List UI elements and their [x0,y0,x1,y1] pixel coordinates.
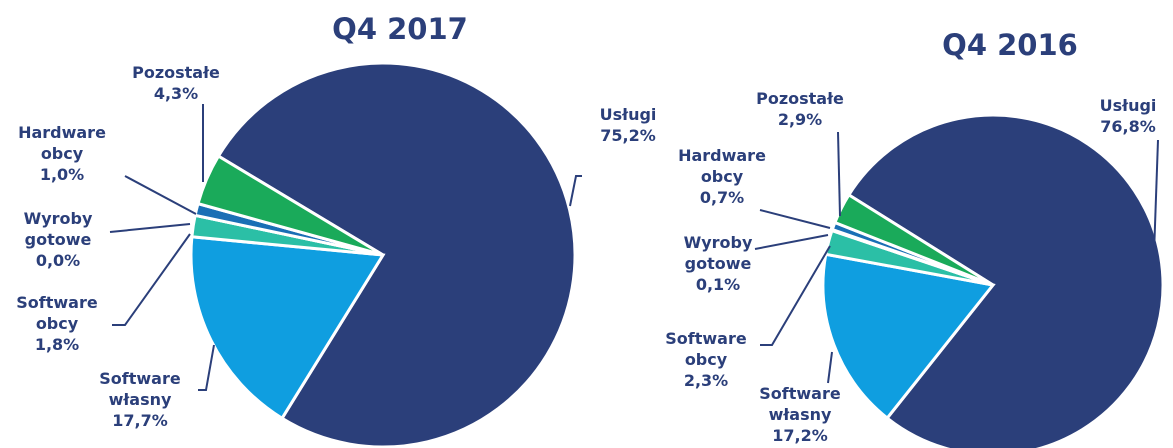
slice-label: Pozostałe 4,3% [124,62,228,104]
slice-name: Hardware obcy [18,123,106,163]
slice-label: Wyroby gotowe 0,1% [666,232,770,295]
slice-value: 0,1% [695,275,741,294]
pie-slice [821,252,996,421]
leader-line [109,223,191,233]
pie-slice [196,154,384,257]
slice-name: Software własny [99,369,181,409]
slice-name: Software obcy [16,293,98,333]
slice-label: Usługi 75,2% [576,104,680,146]
slice-label: Usługi 76,8% [1076,95,1173,137]
pie-slice [832,192,994,287]
chart-title: Q4 2017 [332,12,468,46]
slice-value: 4,3% [153,84,199,103]
slice-value: 0,7% [699,188,745,207]
leader-line [754,234,829,250]
slice-value: 0,0% [35,251,81,270]
slice-label: Hardware obcy 1,0% [10,122,114,185]
slice-value: 17,2% [772,426,828,445]
slice-label: Software własny 17,2% [748,383,852,446]
slice-label: Software własny 17,7% [88,368,192,431]
slice-name: Wyroby gotowe [683,233,753,273]
slice-label: Wyroby gotowe 0,0% [6,208,110,271]
leader-lines [109,104,1159,391]
slice-name: Pozostałe [132,63,220,82]
leader-line [837,131,841,217]
slice-name: Wyroby gotowe [23,209,93,249]
slice-name: Hardware obcy [678,146,766,186]
slice-value: 1,8% [34,335,80,354]
leader-line [569,175,582,207]
pie-slice [189,235,386,421]
slice-name: Usługi [599,105,657,124]
slice-value: 17,7% [112,411,168,430]
leader-line [112,233,191,326]
slice-name: Usługi [1099,96,1157,115]
leader-line [760,245,831,346]
leader-line [1153,139,1159,255]
leader-line [198,344,215,391]
slices [189,61,1165,448]
leader-line [124,175,197,215]
slice-label: Hardware obcy 0,7% [670,145,774,208]
pie-slice [846,113,1165,448]
leader-line [759,209,831,229]
slice-label: Software obcy 2,3% [654,328,758,391]
slice-label: Pozostałe 2,9% [748,88,852,130]
slice-value: 75,2% [600,126,656,145]
slice-name: Software obcy [665,329,747,369]
slice-value: 1,0% [39,165,85,184]
slice-label: Software obcy 1,8% [5,292,109,355]
slice-name: Software własny [759,384,841,424]
slice-value: 2,3% [683,371,729,390]
slice-value: 2,9% [777,110,823,129]
leader-line [827,351,833,384]
slice-name: Pozostałe [756,89,844,108]
chart-title: Q4 2016 [942,28,1078,62]
slice-value: 76,8% [1100,117,1156,136]
pie-slice [216,61,577,448]
